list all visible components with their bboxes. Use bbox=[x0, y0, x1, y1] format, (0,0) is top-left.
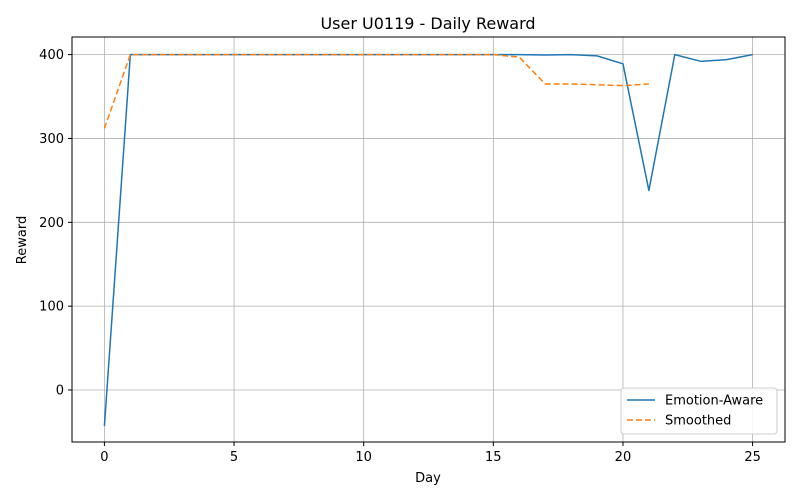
y-axis-label: Reward bbox=[15, 216, 30, 264]
legend-label: Emotion-Aware bbox=[665, 394, 763, 409]
legend-label: Smoothed bbox=[665, 414, 731, 429]
y-tick-label: 400 bbox=[39, 48, 64, 63]
y-tick-label: 100 bbox=[39, 300, 64, 315]
x-tick-label: 20 bbox=[615, 450, 632, 465]
x-tick-label: 25 bbox=[744, 450, 761, 465]
series-group bbox=[103, 53, 753, 427]
plot-frame bbox=[71, 36, 786, 443]
x-tick-label: 10 bbox=[355, 450, 372, 465]
y-tick-label: 300 bbox=[39, 132, 64, 147]
x-axis-label: Day bbox=[415, 471, 441, 486]
axis-ticks: 0 5 10 15 20 25 0 100 200 300 400 bbox=[39, 48, 761, 465]
chart-title: User U0119 - Daily Reward bbox=[320, 14, 535, 33]
y-tick-label: 200 bbox=[39, 216, 64, 231]
legend-box bbox=[620, 387, 778, 435]
x-tick-label: 15 bbox=[485, 450, 502, 465]
series-line-smoothed bbox=[103, 53, 649, 129]
x-tick-label: 0 bbox=[100, 450, 108, 465]
plot-area bbox=[72, 37, 785, 442]
legend: Emotion-Aware Smoothed bbox=[620, 387, 778, 435]
x-tick-label: 5 bbox=[230, 450, 238, 465]
series-line-emotion-aware bbox=[103, 53, 753, 427]
y-tick-label: 0 bbox=[56, 384, 64, 399]
